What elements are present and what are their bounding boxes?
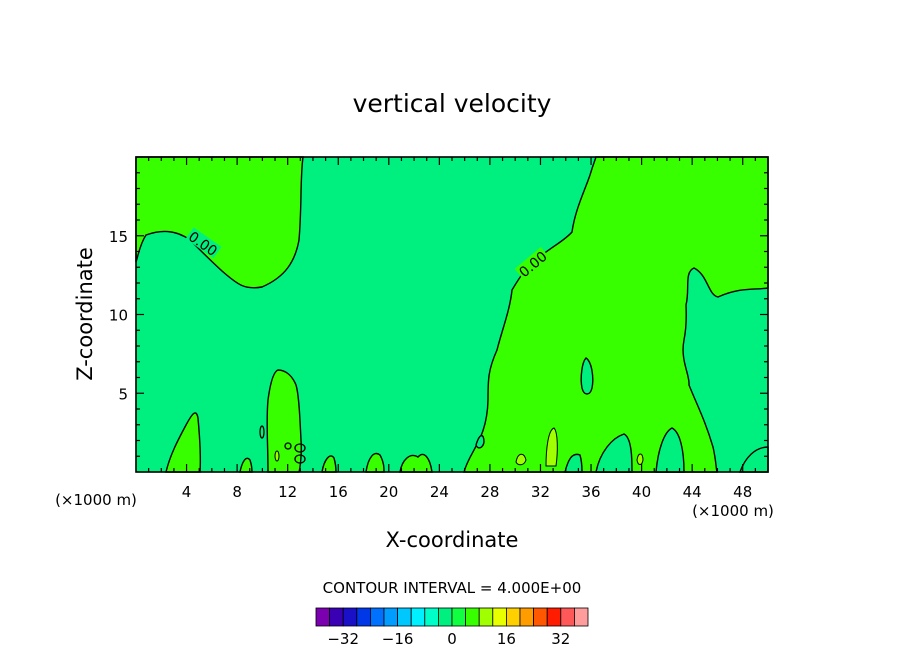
- colorbar-tick-label: 16: [497, 630, 516, 648]
- colorbar-swatch: [492, 607, 507, 627]
- small-contour-loop-d: [259, 425, 265, 439]
- colorbar-swatch: [519, 607, 535, 627]
- negative-pocket-36km: [580, 357, 594, 395]
- colorbar-swatch: [342, 607, 358, 627]
- y-tick-labels: 5 10 15: [109, 228, 128, 404]
- x-tick-labels: 4 8 12 16 20 24 28 32 36 40 44 48: [182, 483, 752, 501]
- positive-region-upper-left: [135, 156, 304, 289]
- negative-pocket-28km: [475, 434, 485, 449]
- strong-positive-pocket-30km: [515, 453, 527, 466]
- colorbar-swatch: [383, 607, 399, 627]
- x-tick-label: 44: [683, 483, 702, 501]
- colorbar-swatch: [437, 607, 453, 627]
- x-tick-label: 40: [632, 483, 651, 501]
- y-tick-label: 15: [109, 228, 128, 246]
- colorbar-tick-label: −32: [327, 630, 359, 648]
- contour-interval-text: CONTOUR INTERVAL = 4.000E+00: [323, 579, 582, 597]
- colorbar-tick-label: 0: [447, 630, 457, 648]
- colorbar-swatch: [329, 607, 344, 627]
- strong-positive-pocket-40km: [636, 453, 644, 465]
- negative-pocket-42km: [655, 427, 685, 473]
- colorbar-swatch: [356, 607, 371, 627]
- colorbar-swatch: [410, 607, 426, 627]
- plot-area: 0.000.00: [135, 156, 769, 473]
- colorbar-tick-label: −16: [382, 630, 414, 648]
- colorbar-tick-label: 32: [551, 630, 570, 648]
- x-tick-label: 24: [430, 483, 449, 501]
- small-contour-loop-a: [294, 443, 306, 453]
- x-tick-label: 20: [379, 483, 398, 501]
- colorbar-tick-labels: −32 −16 0 16 32: [327, 630, 570, 648]
- y-tick-label: 5: [118, 385, 128, 403]
- small-contour-loop-b: [294, 454, 306, 464]
- y-tick-label: 10: [109, 307, 128, 325]
- x-tick-label: 4: [182, 483, 192, 501]
- axis-ticks: [136, 157, 768, 472]
- x-tick-label: 28: [480, 483, 499, 501]
- positive-region-small-cell-b: [365, 452, 385, 473]
- colorbar-swatch: [397, 607, 412, 627]
- x-unit-left: (×1000 m): [55, 491, 137, 509]
- small-contour-loop-e: [274, 450, 280, 462]
- colorbar-swatch: [546, 607, 562, 627]
- x-tick-label: 8: [232, 483, 242, 501]
- colorbar-swatch: [505, 607, 521, 627]
- x-tick-label: 12: [278, 483, 297, 501]
- positive-region-cell-12km: [266, 369, 302, 473]
- x-axis-label: X-coordinate: [386, 528, 519, 552]
- colorbar-swatch: [465, 607, 480, 627]
- chart-title: vertical velocity: [353, 89, 552, 118]
- contour-label-background: [185, 227, 222, 259]
- colorbar: [315, 607, 589, 627]
- x-tick-label: 32: [531, 483, 550, 501]
- positive-region-small-cell-a: [321, 455, 337, 473]
- colorbar-swatch: [478, 607, 494, 627]
- x-tick-label: 16: [329, 483, 348, 501]
- positive-region-small-cell-c: [399, 453, 433, 473]
- colorbar-swatch: [369, 607, 385, 627]
- x-unit-right: (×1000 m): [692, 502, 774, 520]
- small-contour-loop-c: [284, 442, 292, 450]
- colorbar-swatch: [560, 607, 575, 627]
- colorbar-swatch: [424, 607, 439, 627]
- colorbar-swatch: [315, 607, 331, 627]
- negative-pocket-34km: [564, 453, 583, 473]
- negative-pocket-38km: [595, 433, 633, 473]
- x-tick-label: 36: [581, 483, 600, 501]
- strong-positive-pocket-33km: [545, 427, 558, 467]
- positive-region-small-cell-d: [239, 457, 253, 473]
- y-axis-label: Z-coordinate: [73, 247, 97, 381]
- contour-label-background: [514, 247, 550, 280]
- colorbar-swatch: [451, 607, 467, 627]
- colorbar-swatch: [533, 607, 548, 627]
- x-tick-label: 48: [733, 483, 752, 501]
- positive-region-cell-4km: [165, 412, 202, 473]
- colorbar-swatch: [574, 607, 589, 627]
